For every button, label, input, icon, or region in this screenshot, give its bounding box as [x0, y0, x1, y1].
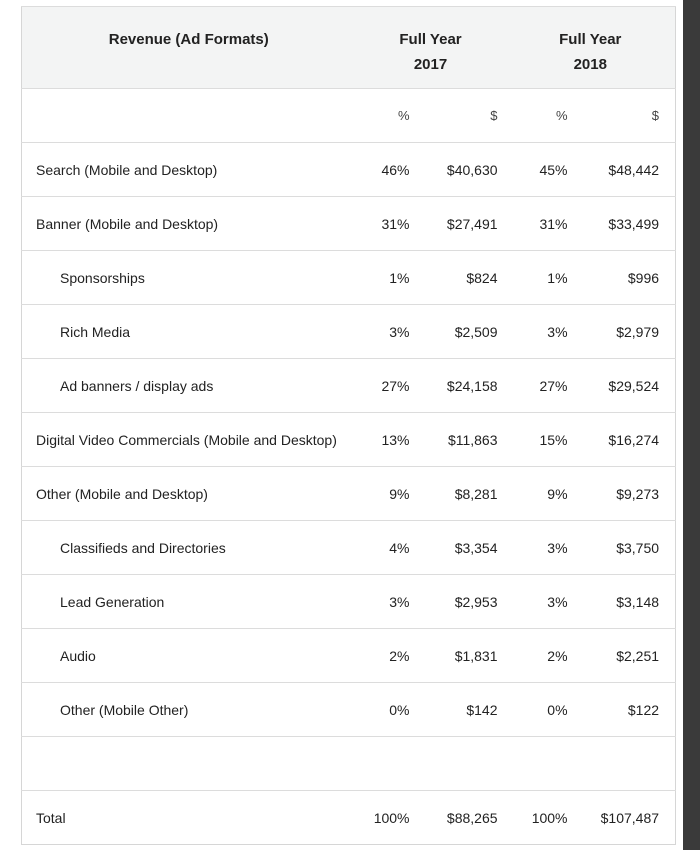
header-2018: Full Year 2018 [505, 6, 676, 89]
table-row: Audio 2% $1,831 2% $2,251 [21, 628, 676, 683]
pct-2018: 3% [505, 520, 576, 575]
empty-cell [355, 736, 416, 791]
usd-2018: $107,487 [575, 790, 676, 845]
table-row: Other (Mobile Other) 0% $142 0% $122 [21, 682, 676, 737]
pct-2017: 100% [355, 790, 416, 845]
row-label: Lead Generation [21, 574, 356, 629]
usd-2017: $2,509 [415, 304, 506, 359]
row-label: Rich Media [21, 304, 356, 359]
usd-2018: $9,273 [575, 466, 676, 521]
pct-2017: 3% [355, 304, 416, 359]
usd-2017: $1,831 [415, 628, 506, 683]
pct-2018: 3% [505, 304, 576, 359]
row-label: Audio [21, 628, 356, 683]
usd-2018: $29,524 [575, 358, 676, 413]
usd-2017: $8,281 [415, 466, 506, 521]
header-2017: Full Year 2017 [355, 6, 506, 89]
empty-cell [505, 736, 576, 791]
pct-2018: 2% [505, 628, 576, 683]
row-label: Ad banners / display ads [21, 358, 356, 413]
row-label: Other (Mobile and Desktop) [21, 466, 356, 521]
pct-2018: 9% [505, 466, 576, 521]
unit-usd-2017: $ [415, 88, 506, 143]
pct-2017: 27% [355, 358, 416, 413]
pct-2017: 2% [355, 628, 416, 683]
total-row: Total 100% $88,265 100% $107,487 [21, 790, 676, 845]
table-row: Other (Mobile and Desktop) 9% $8,281 9% $9,2… [21, 466, 676, 521]
empty-cell [575, 736, 676, 791]
pct-2018: 45% [505, 142, 576, 197]
row-label: Search (Mobile and Desktop) [21, 142, 356, 197]
units-blank [21, 88, 356, 143]
empty-cell [415, 736, 506, 791]
header-2017-line1: Full Year [399, 31, 462, 48]
usd-2017: $11,863 [415, 412, 506, 467]
row-label: Digital Video Commercials (Mobile and De… [21, 412, 356, 467]
header-2018-line2: 2018 [573, 56, 607, 73]
usd-2018: $2,979 [575, 304, 676, 359]
table-header-row: Revenue (Ad Formats) Full Year 2017 Full … [21, 6, 676, 89]
pct-2018: 31% [505, 196, 576, 251]
usd-2017: $27,491 [415, 196, 506, 251]
revenue-table: Revenue (Ad Formats) Full Year 2017 Full … [21, 6, 677, 845]
usd-2017: $88,265 [415, 790, 506, 845]
usd-2018: $3,148 [575, 574, 676, 629]
table-row: Banner (Mobile and Desktop) 31% $27,491 31%… [21, 196, 676, 251]
table-row: Classifieds and Directories 4% $3,354 3% $3,… [21, 520, 676, 575]
row-label: Classifieds and Directories [21, 520, 356, 575]
usd-2018: $3,750 [575, 520, 676, 575]
usd-2018: $996 [575, 250, 676, 305]
pct-2017: 13% [355, 412, 416, 467]
pct-2018: 15% [505, 412, 576, 467]
unit-pct-2018: % [505, 88, 576, 143]
pct-2018: 3% [505, 574, 576, 629]
row-label: Total [21, 790, 356, 845]
table-row: Rich Media 3% $2,509 3% $2,979 [21, 304, 676, 359]
pct-2017: 4% [355, 520, 416, 575]
pct-2017: 31% [355, 196, 416, 251]
usd-2017: $142 [415, 682, 506, 737]
row-label: Sponsorships [21, 250, 356, 305]
usd-2018: $122 [575, 682, 676, 737]
pct-2017: 9% [355, 466, 416, 521]
table-row: Search (Mobile and Desktop) 46% $40,630 45%… [21, 142, 676, 197]
pct-2018: 0% [505, 682, 576, 737]
usd-2018: $33,499 [575, 196, 676, 251]
pct-2017: 46% [355, 142, 416, 197]
table-row: Sponsorships 1% $824 1% $996 [21, 250, 676, 305]
row-label: Banner (Mobile and Desktop) [21, 196, 356, 251]
unit-usd-2018: $ [575, 88, 676, 143]
header-2017-line2: 2017 [413, 56, 448, 73]
scrollbar[interactable] [683, 0, 700, 850]
pct-2017: 3% [355, 574, 416, 629]
usd-2018: $2,251 [575, 628, 676, 683]
usd-2017: $824 [415, 250, 506, 305]
empty-cell [21, 736, 356, 791]
header-2018-line1: Full Year [559, 31, 622, 48]
unit-pct-2017: % [355, 88, 416, 143]
pct-2017: 1% [355, 250, 416, 305]
empty-row [21, 736, 676, 791]
table-row: Digital Video Commercials (Mobile and De… [21, 412, 676, 467]
usd-2018: $16,274 [575, 412, 676, 467]
usd-2017: $3,354 [415, 520, 506, 575]
usd-2017: $40,630 [415, 142, 506, 197]
header-title: Revenue (Ad Formats) [21, 6, 356, 89]
table-row: Lead Generation 3% $2,953 3% $3,148 [21, 574, 676, 629]
pct-2018: 100% [505, 790, 576, 845]
usd-2018: $48,442 [575, 142, 676, 197]
units-row: % $ % $ [21, 88, 676, 143]
pct-2018: 27% [505, 358, 576, 413]
usd-2017: $2,953 [415, 574, 506, 629]
row-label: Other (Mobile Other) [21, 682, 356, 737]
usd-2017: $24,158 [415, 358, 506, 413]
table-row: Ad banners / display ads 27% $24,158 27% $29… [21, 358, 676, 413]
pct-2018: 1% [505, 250, 576, 305]
pct-2017: 0% [355, 682, 416, 737]
